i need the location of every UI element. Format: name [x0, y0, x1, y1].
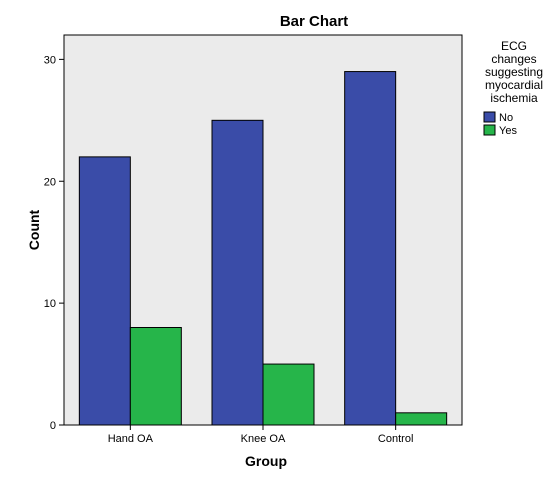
- chart-title: Bar Chart: [280, 13, 348, 30]
- y-tick-label: 0: [50, 420, 56, 432]
- legend-title-line: myocardial: [485, 78, 543, 92]
- x-axis: Hand OA Knee OA Control: [108, 425, 413, 445]
- x-tick-label: Control: [378, 433, 413, 445]
- y-axis: 0 10 20 30: [44, 54, 64, 432]
- legend-label-no: No: [499, 112, 513, 124]
- bar-no-knee-oa: [211, 119, 264, 426]
- legend-label-yes: Yes: [499, 125, 517, 137]
- legend-title-line: suggesting: [485, 65, 543, 79]
- y-tick-label: 20: [44, 176, 56, 188]
- x-axis-label: Group: [245, 453, 287, 469]
- y-axis-label: Count: [26, 209, 42, 250]
- x-tick-label: Hand OA: [108, 433, 154, 445]
- legend-swatch-yes: [483, 124, 496, 136]
- bars: [78, 71, 448, 426]
- bar-no-control: [344, 71, 397, 426]
- x-tick-label: Knee OA: [241, 433, 286, 445]
- bar-yes-control: [395, 412, 448, 426]
- bar-yes-knee-oa: [262, 363, 315, 426]
- legend-swatch-no: [483, 111, 496, 123]
- bar-yes-hand-oa: [129, 327, 182, 426]
- y-tick-label: 30: [44, 54, 56, 66]
- legend-title-line: ischemia: [490, 91, 538, 105]
- bar-no-hand-oa: [78, 156, 131, 426]
- legend-title-line: changes: [491, 52, 536, 66]
- y-tick-label: 10: [44, 298, 56, 310]
- legend-title-line: ECG: [501, 39, 527, 53]
